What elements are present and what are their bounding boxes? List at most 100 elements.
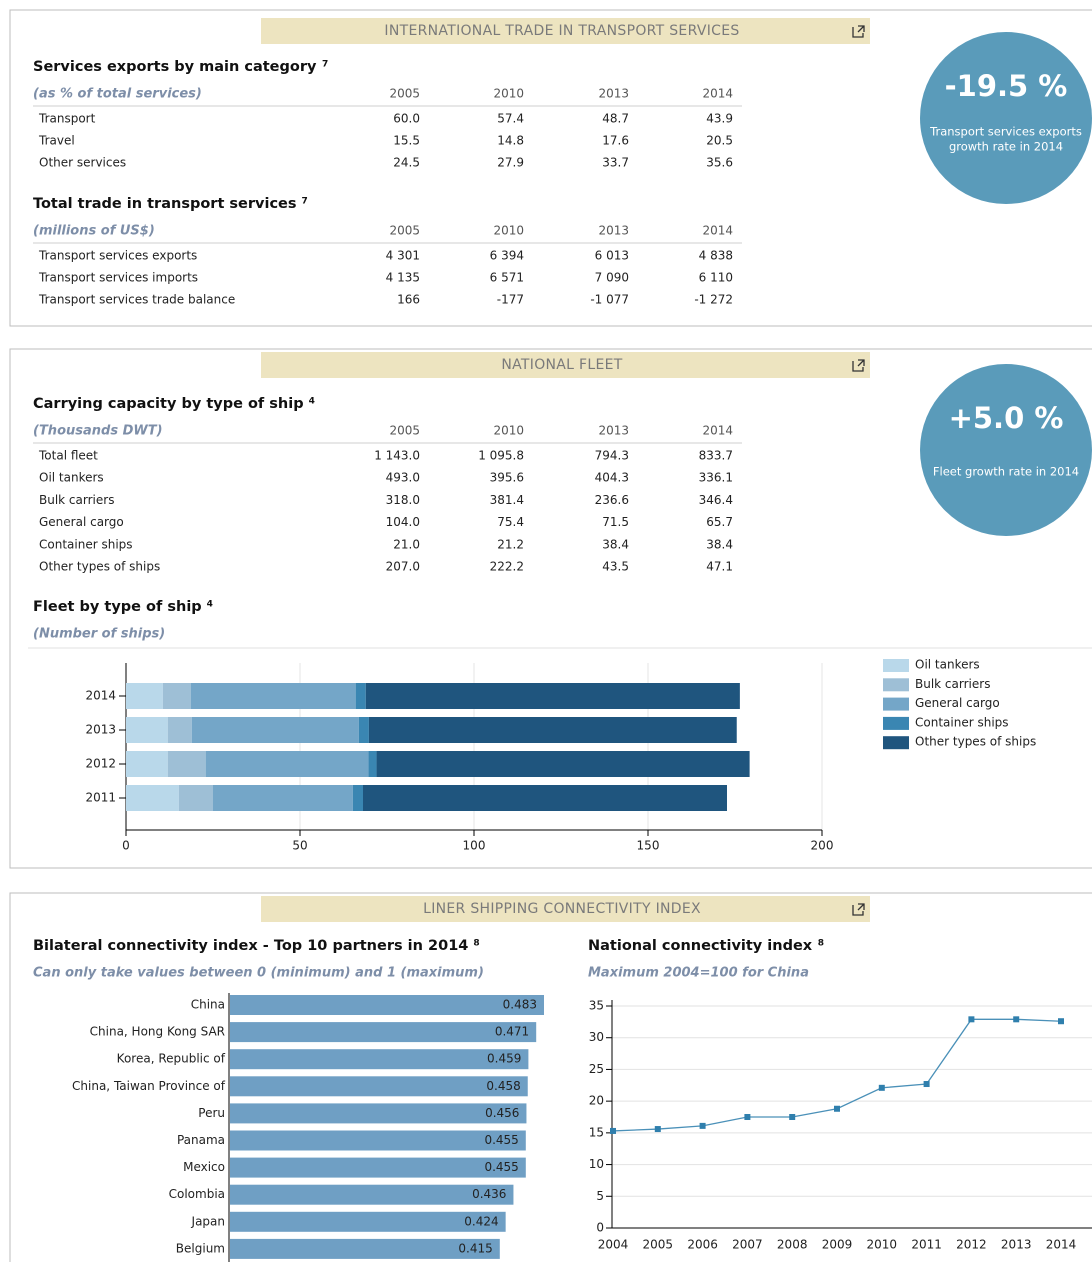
cell: 336.1 (699, 471, 733, 485)
y-tick-label: 20 (589, 1094, 604, 1108)
legend-label: Container ships (915, 715, 1009, 729)
point (968, 1016, 975, 1023)
chart-unit: (Number of ships) (33, 627, 165, 642)
kpi-value: -19.5 % (945, 69, 1068, 103)
value-label: 0.471 (495, 1025, 529, 1039)
column-header: 2005 (389, 224, 420, 238)
column-header: 2014 (702, 424, 733, 438)
footnote-ref: 8 (818, 939, 824, 949)
value-label: 0.424 (464, 1214, 498, 1228)
bar-segment (205, 751, 369, 777)
legend-swatch (883, 736, 909, 750)
section-title: Total trade in transport services (33, 196, 297, 212)
bar-segment (368, 751, 377, 777)
column-header: 2010 (493, 424, 524, 438)
bar (230, 1211, 506, 1232)
cell: 75.4 (497, 515, 524, 529)
panel (9, 9, 1092, 327)
bar-segment (362, 785, 727, 811)
category-label: Colombia (169, 1187, 225, 1201)
x-tick-label: 2004 (598, 1238, 629, 1252)
point (654, 1126, 661, 1133)
section-title: National connectivity index (588, 938, 813, 954)
bar-segment (162, 683, 191, 709)
category-label: Japan (191, 1214, 225, 1228)
cell: 21.2 (497, 537, 524, 551)
bar (230, 1049, 529, 1070)
cell: 346.4 (699, 493, 733, 507)
y-tick-label: 2013 (85, 723, 116, 737)
cell: 4 135 (386, 271, 420, 285)
bar-segment (376, 751, 750, 777)
cell: 4 301 (386, 249, 420, 263)
bar-segment (352, 785, 363, 811)
category-label: Peru (198, 1106, 225, 1120)
bar-segment (126, 717, 168, 743)
row-label: Total fleet (38, 449, 98, 463)
x-tick-label: 2007 (732, 1238, 763, 1252)
row-label: Bulk carriers (39, 493, 114, 507)
row-label: General cargo (39, 515, 124, 529)
cell: 6 013 (595, 249, 629, 263)
column-header: 2010 (493, 224, 524, 238)
cell: 318.0 (386, 493, 420, 507)
cell: 15.5 (393, 134, 420, 148)
value-label: 0.456 (485, 1106, 519, 1120)
x-tick-label: 2009 (822, 1238, 853, 1252)
row-label: Travel (38, 134, 75, 148)
cell: 47.1 (706, 560, 733, 574)
bar-segment (126, 785, 179, 811)
point (699, 1122, 706, 1129)
cell: 24.5 (393, 156, 420, 170)
row-label: Transport (38, 112, 96, 126)
column-header: 2010 (493, 87, 524, 101)
y-tick-label: 0 (596, 1221, 604, 1235)
footnote-ref: 7 (322, 60, 328, 70)
panel-header (261, 896, 870, 922)
cell: 71.5 (602, 515, 629, 529)
cell: 6 571 (490, 271, 524, 285)
x-tick-label: 2011 (911, 1238, 942, 1252)
x-tick-label: 2014 (1046, 1238, 1077, 1252)
category-label: Panama (177, 1133, 225, 1147)
bar (230, 1184, 514, 1205)
bar-segment (191, 717, 359, 743)
x-tick-label: 0 (122, 839, 130, 853)
cell: 43.5 (602, 560, 629, 574)
cell: 493.0 (386, 471, 420, 485)
bar-segment (358, 717, 369, 743)
kpi-circle (920, 364, 1092, 536)
cell: -177 (497, 293, 524, 307)
bar (230, 1103, 527, 1124)
x-tick-label: 2012 (956, 1238, 987, 1252)
line (612, 1018, 1062, 1132)
footnote-ref: 7 (302, 197, 308, 207)
panel-title: LINER SHIPPING CONNECTIVITY INDEX (423, 901, 701, 917)
value-label: 0.436 (472, 1187, 506, 1201)
row-label: Transport services exports (38, 249, 197, 263)
x-tick-label: 2008 (777, 1238, 808, 1252)
bar-segment (368, 717, 737, 743)
x-tick-label: 2013 (1001, 1238, 1032, 1252)
kpi-label: Fleet growth rate in 2014 (933, 465, 1079, 479)
cell: 38.4 (706, 537, 733, 551)
external-link[interactable] (852, 25, 865, 916)
category-label: China, Taiwan Province of (72, 1079, 226, 1093)
panel-title: INTERNATIONAL TRADE IN TRANSPORT SERVICE… (384, 23, 739, 39)
row-label: Other services (39, 156, 126, 170)
cell: 395.6 (490, 471, 524, 485)
cell: 43.9 (706, 112, 733, 126)
column-header: 2014 (702, 224, 733, 238)
category-label: Korea, Republic of (117, 1052, 226, 1066)
chart-subtitle: Maximum 2004=100 for China (588, 966, 809, 981)
cell: 14.8 (497, 134, 524, 148)
column-header: 2013 (598, 87, 629, 101)
x-tick-label: 100 (463, 839, 486, 853)
legend-swatch (883, 716, 909, 730)
legend-label: General cargo (915, 696, 1000, 710)
y-tick-label: 2011 (85, 791, 116, 805)
column-header: 2005 (389, 87, 420, 101)
x-tick-label: 200 (811, 839, 834, 853)
kpi-value: +5.0 % (949, 401, 1064, 435)
legend-label: Oil tankers (915, 658, 980, 672)
